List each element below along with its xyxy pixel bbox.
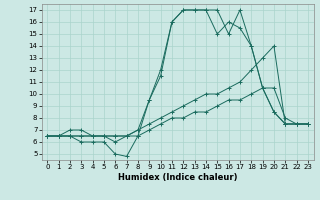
X-axis label: Humidex (Indice chaleur): Humidex (Indice chaleur) (118, 173, 237, 182)
